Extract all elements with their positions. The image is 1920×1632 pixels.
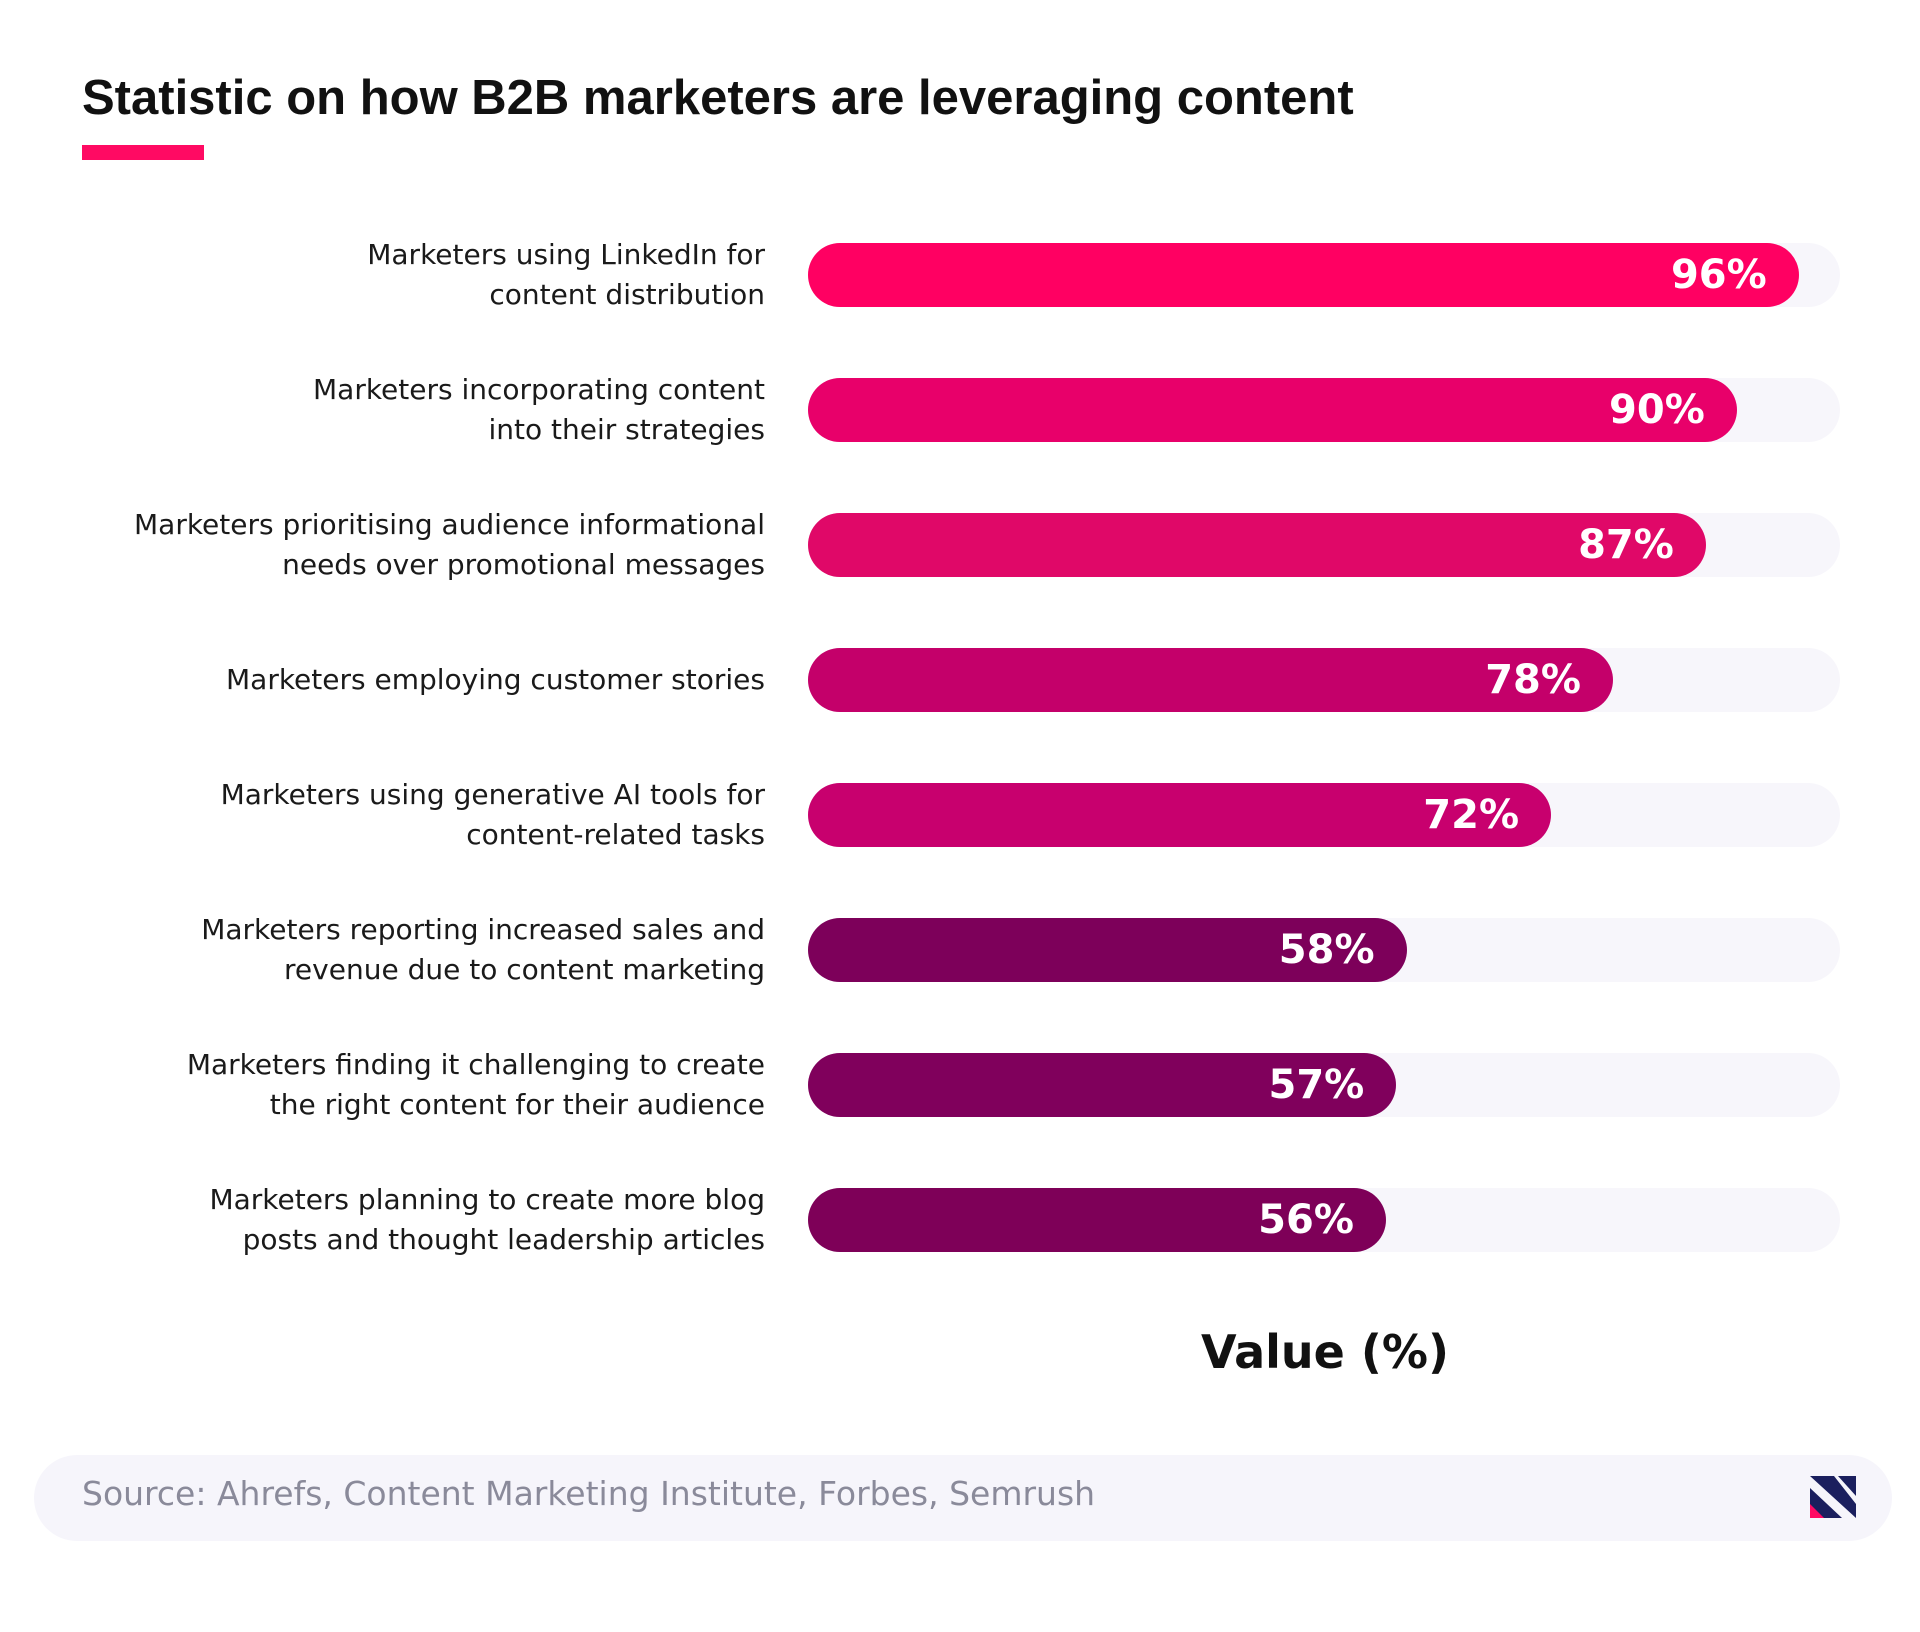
source-box xyxy=(34,1455,1892,1541)
value-label: 56% xyxy=(1258,1197,1354,1243)
value-label: 72% xyxy=(1423,792,1520,838)
bar xyxy=(808,513,1706,577)
title-underline xyxy=(82,145,204,160)
category-label: Marketers employing customer stories xyxy=(226,663,765,696)
value-label: 58% xyxy=(1278,927,1375,973)
category-label: Marketers finding it challenging to crea… xyxy=(186,1048,765,1121)
category-label: Marketers incorporating content into the… xyxy=(313,373,765,446)
value-label: 87% xyxy=(1578,522,1674,568)
value-label: 57% xyxy=(1268,1062,1365,1108)
logo xyxy=(1810,1476,1856,1518)
bar xyxy=(808,783,1552,847)
value-label: 96% xyxy=(1670,252,1767,298)
bar xyxy=(808,918,1407,982)
bar xyxy=(808,1188,1386,1252)
category-label: Marketers using generative AI tools for … xyxy=(220,778,765,851)
category-label: Marketers reporting increased sales and … xyxy=(201,913,765,986)
chart-title: Statistic on how B2B marketers are lever… xyxy=(82,71,1354,125)
bar xyxy=(808,378,1737,442)
bar xyxy=(808,243,1799,307)
category-label: Marketers using LinkedIn for content dis… xyxy=(367,238,765,311)
bar xyxy=(808,1053,1397,1117)
source: Source: Ahrefs, Content Marketing Instit… xyxy=(82,1474,1096,1513)
category-label: Marketers prioritising audience informat… xyxy=(134,508,765,581)
category-label: Marketers planning to create more blog p… xyxy=(209,1183,765,1256)
bar xyxy=(808,648,1613,712)
value-label: 78% xyxy=(1485,657,1581,703)
value-label: 90% xyxy=(1609,387,1705,433)
x-axis-label: Value (%) xyxy=(1201,1325,1449,1379)
